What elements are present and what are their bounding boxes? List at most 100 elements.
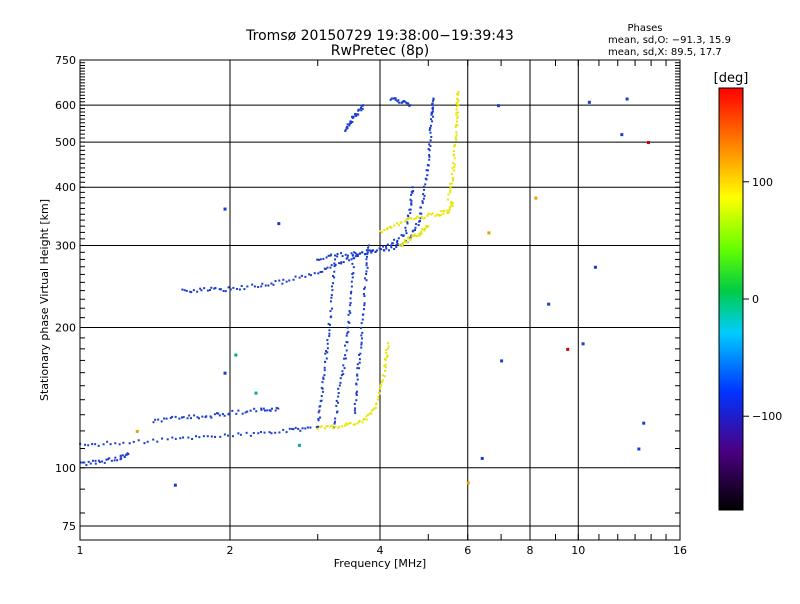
o-mode-point — [322, 257, 325, 260]
o-mode-point — [324, 268, 327, 271]
o-mode-point — [431, 108, 434, 111]
o-mode-point — [196, 290, 199, 293]
o-mode-point — [431, 110, 434, 113]
o-mode-point — [350, 115, 353, 118]
x-mode-point — [425, 224, 428, 227]
o-mode-point — [410, 193, 413, 196]
x-mode-point — [370, 409, 373, 412]
o-mode-point — [308, 273, 311, 276]
x-mode-point — [455, 133, 458, 136]
x-mode-point — [329, 425, 332, 428]
x-mode-point — [377, 395, 380, 398]
o-mode-point — [328, 329, 331, 332]
o-mode-point — [274, 280, 277, 283]
o-mode-point — [240, 285, 243, 288]
o-mode-point — [367, 249, 370, 252]
x-mode-point — [456, 93, 459, 96]
o-mode-point — [123, 456, 126, 459]
x-mode-point — [420, 233, 423, 236]
scatter-point — [620, 133, 624, 137]
o-mode-point — [317, 417, 320, 420]
x-mode-point — [346, 423, 349, 426]
o-mode-point — [317, 272, 320, 275]
y-tick-label: 75 — [62, 520, 76, 533]
o-mode-point — [360, 346, 363, 349]
x-mode-point — [377, 398, 380, 401]
o-mode-point — [321, 270, 324, 273]
o-mode-point — [306, 426, 309, 429]
o-mode-point — [313, 272, 316, 275]
o-mode-point — [404, 100, 407, 103]
o-mode-point — [319, 258, 322, 261]
o-mode-point — [245, 431, 248, 434]
o-mode-point — [350, 285, 353, 288]
x-mode-point — [415, 234, 418, 237]
o-mode-point — [370, 251, 373, 254]
x-mode-point — [450, 173, 453, 176]
o-mode-point — [414, 229, 417, 232]
x-tick-label: 4 — [377, 544, 384, 557]
o-mode-point — [342, 364, 345, 367]
o-mode-point — [367, 244, 370, 247]
o-mode-point — [87, 444, 90, 447]
o-mode-point — [412, 229, 415, 232]
o-mode-point — [337, 387, 340, 390]
o-mode-point — [246, 410, 249, 413]
o-mode-point — [350, 258, 353, 261]
o-mode-point — [427, 164, 430, 167]
o-mode-point — [210, 435, 213, 438]
o-mode-point — [354, 411, 357, 414]
o-mode-point — [390, 244, 393, 247]
x-mode-point — [349, 422, 352, 425]
o-mode-point — [121, 454, 124, 457]
x-mode-point — [341, 425, 344, 428]
o-mode-point — [360, 334, 363, 337]
o-mode-point — [330, 253, 333, 256]
o-mode-point — [189, 290, 192, 293]
o-mode-point — [94, 443, 97, 446]
o-mode-point — [407, 102, 410, 105]
x-mode-point — [453, 163, 456, 166]
o-mode-point — [347, 313, 350, 316]
o-mode-point — [161, 437, 164, 440]
scatter-point — [593, 265, 597, 269]
x-mode-point — [401, 241, 404, 244]
x-mode-point — [412, 234, 415, 237]
o-mode-point — [340, 262, 343, 265]
o-mode-point — [404, 229, 407, 232]
o-mode-point — [178, 417, 181, 420]
colorbar-tick-label: 100 — [752, 176, 773, 189]
o-mode-point — [356, 374, 359, 377]
o-mode-point — [397, 237, 400, 240]
o-mode-point — [429, 139, 432, 142]
o-mode-point — [343, 357, 346, 360]
y-tick-label: 750 — [55, 54, 76, 67]
o-mode-point — [356, 255, 359, 258]
o-mode-point — [356, 373, 359, 376]
o-mode-point — [431, 115, 434, 118]
axes: 1 2 4 6 8 10 16 75 100 200 300 400 500 600 750 — [55, 54, 687, 557]
x-mode-point — [368, 412, 371, 415]
o-mode-point — [428, 155, 431, 158]
o-mode-point — [359, 326, 362, 329]
o-mode-point — [297, 427, 300, 430]
o-mode-point — [351, 254, 354, 257]
o-mode-point — [365, 272, 368, 275]
x-mode-point — [408, 217, 411, 220]
o-mode-point — [282, 428, 285, 431]
o-mode-point — [352, 266, 355, 269]
o-mode-point — [421, 200, 424, 203]
o-mode-point — [412, 190, 415, 193]
o-mode-point — [288, 427, 291, 430]
x-mode-point — [451, 202, 454, 205]
o-mode-point — [213, 287, 216, 290]
o-mode-point — [251, 283, 254, 286]
x-mode-point — [338, 425, 341, 428]
x-mode-point — [448, 206, 451, 209]
x-mode-point — [449, 182, 452, 185]
o-mode-point — [317, 411, 320, 414]
o-mode-point — [421, 201, 424, 204]
o-mode-point — [317, 425, 320, 428]
x-mode-point — [378, 387, 381, 390]
scatter-point — [587, 100, 591, 104]
